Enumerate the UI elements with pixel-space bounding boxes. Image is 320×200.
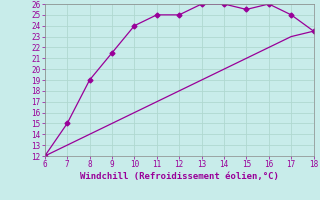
X-axis label: Windchill (Refroidissement éolien,°C): Windchill (Refroidissement éolien,°C) <box>80 172 279 181</box>
